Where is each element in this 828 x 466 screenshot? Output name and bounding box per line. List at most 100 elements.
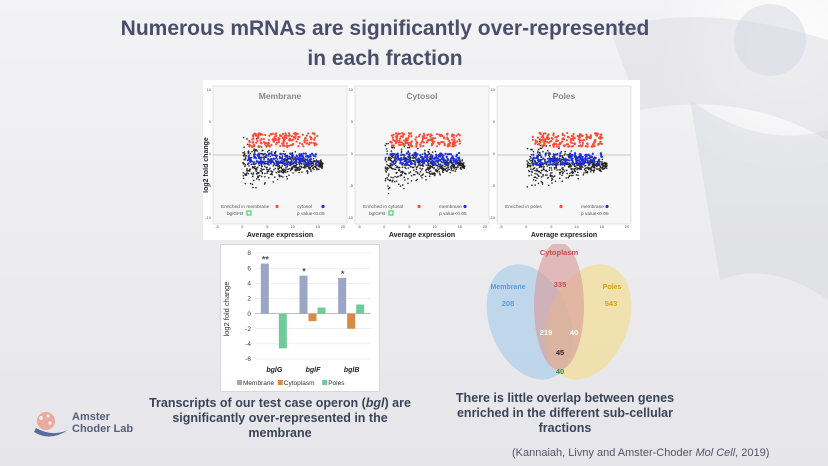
ma-point [274, 167, 277, 170]
ma-point-other [434, 162, 437, 165]
ma-point [306, 170, 308, 173]
ma-legend-other-swatch [321, 204, 325, 209]
ma-point-other [535, 156, 538, 160]
ma-point [243, 153, 246, 155]
ma-point [303, 167, 306, 169]
ma-legend-bgl-swatch [388, 210, 394, 216]
ma-point [571, 172, 574, 175]
ma-point-other [275, 163, 279, 166]
ma-point-enriched [301, 133, 304, 136]
ma-x-tick: 5 [550, 224, 553, 229]
ma-point [267, 155, 270, 157]
ma-point [251, 183, 254, 186]
ma-point [427, 156, 429, 159]
ma-point-other [306, 163, 310, 166]
ma-point [289, 162, 291, 165]
ma-point [584, 167, 587, 170]
ma-point [281, 165, 284, 167]
ma-point [536, 161, 538, 164]
ma-point [526, 160, 528, 162]
ma-point-other [443, 162, 446, 166]
ma-point-other [451, 156, 454, 159]
ma-legend-pvalue: p value<0.05 [581, 211, 609, 217]
ma-point [411, 159, 413, 162]
ma-point [593, 166, 595, 169]
ma-point-other [413, 162, 416, 166]
ma-point-enriched [295, 140, 298, 143]
ma-legend-pvalue: p value<0.05 [297, 211, 325, 217]
ma-point [529, 159, 532, 162]
ma-point [246, 169, 248, 171]
ma-point [396, 159, 399, 161]
ma-point-other [559, 152, 562, 155]
ma-point [300, 166, 303, 169]
ma-point-enriched [267, 141, 270, 145]
ma-point [445, 170, 448, 173]
ma-point [255, 170, 258, 173]
ma-point-other [428, 159, 431, 162]
ma-point-other [262, 160, 265, 164]
ma-point-other [277, 161, 280, 164]
ma-point-other [548, 152, 551, 155]
ma-point-enriched [555, 143, 558, 146]
ma-point-other [298, 153, 301, 156]
ma-point [386, 153, 388, 155]
ma-point [284, 169, 287, 172]
ma-point [244, 165, 246, 168]
ma-point-other [314, 152, 317, 156]
ma-point-other [287, 160, 290, 164]
ma-x-axis-label: Average expression [531, 232, 597, 239]
ma-point [545, 145, 548, 147]
ma-point-other [556, 163, 559, 166]
ma-point [415, 170, 417, 173]
ma-point-other [296, 157, 299, 161]
ma-point [458, 164, 461, 167]
ma-point [310, 170, 312, 173]
ma-point-enriched [571, 137, 575, 140]
ma-point-enriched [451, 145, 454, 148]
ma-point [549, 144, 551, 147]
bar-significance: * [302, 267, 306, 277]
ma-point-other [597, 158, 601, 161]
ma-point-other [441, 156, 444, 159]
ma-point [386, 168, 388, 170]
ma-legend-bgl: bglGFB [227, 211, 243, 217]
ma-point-other [308, 159, 311, 162]
caption-bgl-line-1: Transcripts of our test case operon (bgl… [149, 396, 411, 410]
ma-point [405, 167, 407, 170]
ma-point [389, 179, 392, 181]
ma-point-other [552, 153, 555, 156]
ma-point-enriched [430, 137, 433, 140]
ma-point [554, 180, 557, 183]
ma-point-other [584, 154, 587, 157]
ma-point [437, 168, 440, 171]
ma-point-other [400, 154, 403, 157]
ma-point [589, 170, 592, 173]
ma-point-other [252, 162, 255, 165]
ma-point [384, 179, 387, 182]
ma-point [553, 163, 556, 166]
bar-bglB-membrane [338, 277, 347, 314]
ma-point [384, 177, 387, 180]
ma-point [544, 155, 547, 157]
ma-point [531, 184, 533, 186]
ma-point [430, 158, 432, 161]
ma-point [463, 167, 465, 170]
ma-point-other [391, 161, 395, 164]
ma-point-other [568, 154, 571, 157]
ma-point-enriched [285, 136, 288, 139]
ma-point [548, 167, 551, 169]
ma-point [270, 170, 273, 172]
ma-point-enriched [426, 134, 429, 137]
ma-point [264, 172, 266, 175]
ma-point [527, 162, 530, 164]
ma-point [603, 167, 606, 170]
ma-point-enriched [539, 141, 542, 144]
ma-point-other [579, 154, 582, 157]
ma-point [546, 165, 548, 167]
ma-point [561, 167, 563, 169]
ma-point-other [579, 157, 582, 160]
ma-point-enriched [257, 145, 260, 148]
ma-point [427, 169, 430, 171]
ma-point [447, 169, 449, 171]
